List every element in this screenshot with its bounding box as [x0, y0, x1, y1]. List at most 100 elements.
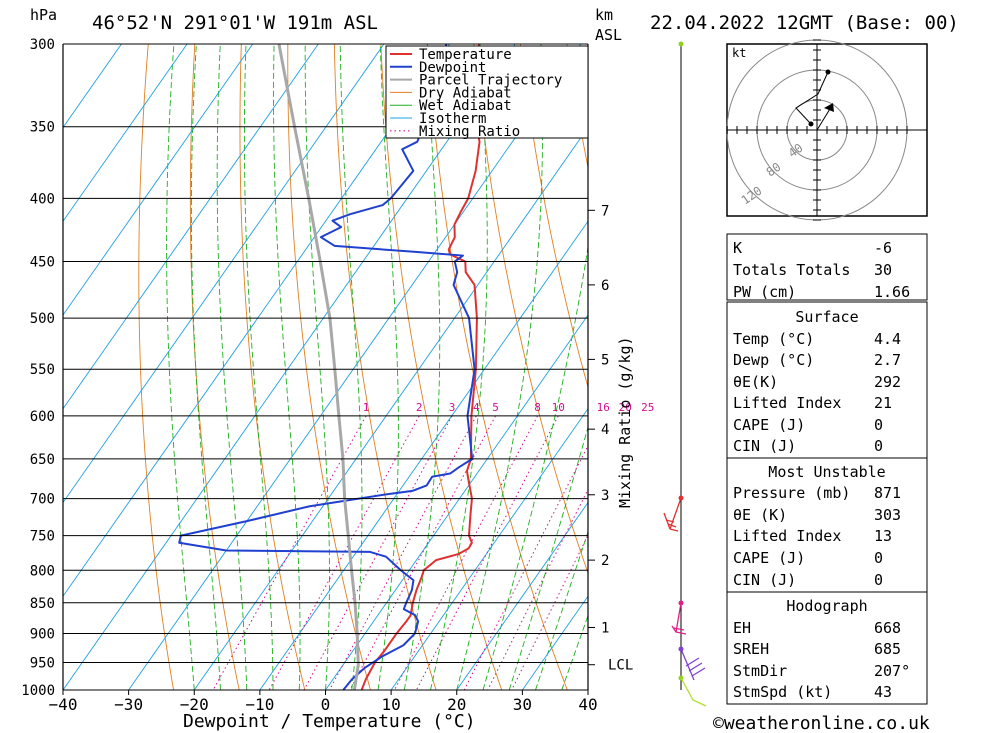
mu-cin-value: 0	[874, 571, 883, 589]
pressure-tick-label: 400	[30, 191, 55, 207]
pw-label: PW (cm)	[733, 283, 796, 301]
km-unit-label: km	[595, 6, 613, 24]
wet-adiabat	[403, 44, 441, 690]
hodograph-stats-title: Hodograph	[786, 597, 867, 615]
legend-label: Mixing Ratio	[419, 124, 520, 140]
hodograph-ring-label: 40	[786, 141, 806, 161]
sounding-series	[178, 44, 481, 690]
asl-unit-label: ASL	[595, 26, 622, 44]
dry-adiabat	[939, 44, 1000, 690]
wet-adiabat	[273, 44, 301, 690]
dry-adiabat	[426, 44, 568, 690]
surface-cape-value: 0	[874, 416, 883, 434]
surface-cape-label: CAPE (J)	[733, 416, 805, 434]
most-unstable-title: Most Unstable	[768, 463, 885, 481]
pressure-tick-label: 350	[30, 120, 55, 136]
dewpoint-line	[178, 44, 476, 690]
pressure-tick-label: 650	[30, 452, 55, 468]
isotherm	[63, 44, 516, 690]
surface-dewp-value: 2.7	[874, 351, 901, 369]
k-index-value: -6	[874, 239, 892, 257]
hodograph-point	[825, 69, 831, 75]
isotherm	[63, 44, 254, 316]
surface-theta-value: 292	[874, 373, 901, 391]
pressure-unit-label: hPa	[30, 6, 57, 24]
k-index-label: K	[733, 239, 742, 257]
mu-pressure-label: Pressure (mb)	[733, 484, 850, 502]
mu-li-label: Lifted Index	[733, 527, 841, 545]
wet-adiabat	[304, 44, 330, 690]
pressure-tick-label: 700	[30, 492, 55, 508]
indices-box	[726, 233, 928, 301]
wet-adiabat	[190, 44, 221, 690]
x-tick-label: −40	[49, 695, 78, 714]
legend-label: Dry Adiabat	[419, 85, 512, 101]
mixing-ratio-line	[329, 415, 477, 690]
x-tick-label: 40	[578, 695, 597, 714]
legend-label: Parcel Trajectory	[419, 73, 562, 89]
location-title: 46°52'N 291°01'W 191m ASL	[92, 12, 378, 34]
legend-label: Temperature	[419, 47, 512, 63]
pw-value: 1.66	[874, 283, 910, 301]
surface-temp-label: Temp (°C)	[733, 330, 814, 348]
pressure-tick-label: 500	[30, 311, 55, 327]
km-tick-label: 7	[601, 203, 609, 219]
km-tick-label: 2	[601, 553, 609, 569]
pressure-tick-label: 450	[30, 255, 55, 271]
isotherm	[63, 44, 188, 223]
dry-adiabat	[520, 44, 588, 389]
stability-tables: K -6 Totals Totals 30 PW (cm) 1.66 Surfa…	[726, 233, 928, 705]
legend-label: Wet Adiabat	[419, 98, 512, 114]
wind-barb-925	[680, 648, 706, 681]
surface-theta-label: θE(K)	[733, 373, 778, 391]
mixing-ratio-label: 4	[473, 401, 480, 414]
wet-adiabat	[166, 44, 195, 690]
mixing-ratio-label: 2	[416, 401, 423, 414]
pressure-tick-label: 800	[30, 563, 55, 579]
mixing-ratio-labels: 1 2 3 4 5 8 10 16 20 25	[363, 401, 655, 414]
stmspd-label: StmSpd (kt)	[733, 683, 832, 701]
dry-adiabat	[986, 44, 1000, 690]
x-tick-label: −10	[245, 695, 274, 714]
pressure-tick-label: 850	[30, 596, 55, 612]
surface-title: Surface	[795, 308, 858, 326]
wind-barb-700	[663, 497, 682, 532]
mixing-ratio-label: 1	[363, 401, 370, 414]
hodograph-stats-box	[726, 591, 928, 705]
x-tick-label: 0	[321, 695, 331, 714]
mixing-ratio-label: 20	[619, 401, 632, 414]
wind-level-marker	[678, 41, 684, 47]
isotherm	[63, 44, 385, 504]
wind-barb-850	[671, 602, 687, 635]
km-tick-label: 3	[601, 488, 609, 504]
isotherm	[259, 220, 588, 690]
x-tick-label: 20	[447, 695, 466, 714]
isotherm	[128, 44, 582, 690]
hodograph-ring-label: 80	[764, 160, 784, 180]
datetime-label: 22.04.2022 12GMT (Base: 00)	[650, 12, 959, 34]
surface-cin-label: CIN (J)	[733, 437, 796, 455]
x-tick-label: 10	[381, 695, 400, 714]
wind-barb-1000	[680, 677, 707, 707]
isotherm	[63, 44, 450, 598]
pressure-tick-label: 750	[30, 529, 55, 545]
eh-label: EH	[733, 619, 751, 637]
wet-adiabat	[456, 44, 543, 690]
km-tick-label: 1	[601, 620, 609, 636]
x-tick-label: −30	[114, 695, 143, 714]
stmspd-value: 43	[874, 683, 892, 701]
km-tick-label: 6	[601, 278, 609, 294]
mixing-ratio-line	[394, 415, 538, 690]
copyright-footer: ©weatheronline.co.uk	[713, 713, 930, 733]
wet-adiabat	[339, 44, 363, 690]
mixing-ratio-line	[349, 415, 496, 690]
mixing-ratio-label: 5	[492, 401, 499, 414]
surface-temp-value: 4.4	[874, 330, 901, 348]
mixing-ratio-label: 3	[449, 401, 456, 414]
surface-dewp-label: Dewp (°C)	[733, 351, 814, 369]
hodograph-unit: kt	[732, 46, 746, 60]
pressure-tick-label: 600	[30, 409, 55, 425]
legend-label: Isotherm	[419, 111, 486, 127]
mixing-ratio-line	[415, 415, 559, 690]
